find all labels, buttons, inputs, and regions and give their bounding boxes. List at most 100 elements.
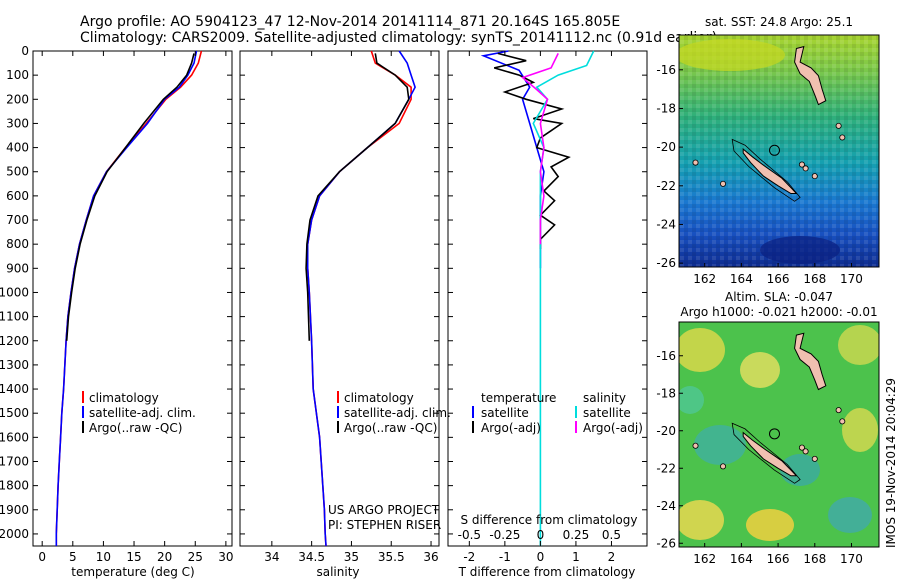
- sla-map-frame: [678, 321, 880, 548]
- x-tick-label: 20: [157, 550, 172, 564]
- x-top-tick-label: -0.25: [489, 528, 520, 542]
- difference-xlabel: T difference from climatology: [458, 565, 636, 579]
- difference-panel: [447, 50, 648, 547]
- vanuatu-landmass: [794, 332, 827, 391]
- legend-header-salinity: salinity: [583, 391, 626, 405]
- x-tick-label: 34.5: [298, 550, 325, 564]
- sla-blob: [740, 352, 780, 388]
- series-line: [521, 53, 559, 245]
- temperature-legend: climatology satellite-adj. clim. Argo(..…: [82, 391, 196, 435]
- map-y-tick-label: -22: [656, 179, 676, 193]
- map-y-tick-label: -16: [656, 63, 676, 77]
- x-top-tick-label: -0.5: [458, 528, 481, 542]
- map-x-tick-label: 162: [693, 552, 716, 566]
- sst-map: [679, 35, 879, 267]
- y-tick-label: 1900: [0, 503, 29, 517]
- map-y-tick-label: -26: [656, 256, 676, 270]
- island: [802, 165, 809, 172]
- sla-map: [679, 322, 879, 547]
- legend-label-argo: Argo(..raw -QC): [89, 421, 182, 435]
- x-tick-label: 2: [608, 550, 616, 564]
- difference-lines: [480, 50, 595, 546]
- map-y-tick-label: -24: [656, 499, 676, 513]
- y-tick-label: 1400: [0, 382, 29, 396]
- vanuatu-landmass: [794, 45, 827, 106]
- x-tick-label: 35: [344, 550, 359, 564]
- island: [720, 180, 727, 187]
- header-line-2: Climatology: CARS2009. Satellite-adjuste…: [80, 30, 717, 46]
- legend-label-climatology: climatology: [344, 391, 414, 405]
- reef-outline: [731, 138, 801, 202]
- x-tick-label: 30: [218, 550, 233, 564]
- y-tick-label: 1500: [0, 406, 29, 420]
- legend-label-satellite-adj: satellite-adj. clim.: [89, 406, 196, 420]
- y-tick-label: 2000: [0, 527, 29, 541]
- new-caledonia-landmass: [742, 431, 798, 477]
- new-caledonia-landmass: [742, 148, 798, 194]
- x-tick-label: 34: [264, 550, 279, 564]
- header-line-1: Argo profile: AO 5904123_47 12-Nov-2014 …: [80, 14, 620, 30]
- island: [811, 455, 818, 462]
- profile-location-marker: [769, 144, 781, 156]
- series-line: [493, 52, 571, 249]
- y-tick-label: 600: [6, 189, 29, 203]
- island: [798, 444, 805, 451]
- y-tick-label: 700: [6, 213, 29, 227]
- difference-legend: temperature salinity satellite Argo(-adj…: [472, 391, 643, 435]
- y-tick-label: 500: [6, 165, 29, 179]
- y-tick-label: 1600: [0, 430, 29, 444]
- legend-header-temperature: temperature: [481, 391, 556, 405]
- y-tick-label: 200: [6, 92, 29, 106]
- series-line: [305, 53, 410, 341]
- salinity-legend: climatology satellite-adj. clim. Argo(..…: [337, 391, 451, 435]
- y-tick-label: 1300: [0, 358, 29, 372]
- sst-coastlines: [692, 45, 846, 202]
- x-top-tick-label: 0: [537, 528, 545, 542]
- x-tick-label: 36: [423, 550, 438, 564]
- legend-label-satellite-adj: satellite-adj. clim.: [344, 406, 451, 420]
- sla-blob: [694, 425, 746, 465]
- x-tick-label: 0: [537, 550, 545, 564]
- map-x-tick-label: 162: [693, 272, 716, 286]
- map-y-tick-label: -24: [656, 217, 676, 231]
- y-tick-label: 300: [6, 116, 29, 130]
- footer-stamp: IMOS 19-Nov-2014 20:04:29: [884, 378, 898, 548]
- island: [835, 407, 842, 414]
- salinity-lines: [305, 50, 416, 547]
- x-tick-label: 10: [96, 550, 111, 564]
- x-top-tick-label: 0.25: [563, 528, 590, 542]
- map-x-tick-label: 164: [730, 552, 753, 566]
- temperature-xlabel: temperature (deg C): [71, 565, 194, 579]
- sla-coastlines: [692, 332, 846, 484]
- legend-label-t-satellite: satellite: [481, 406, 529, 420]
- x-top-tick-label: 0.5: [602, 528, 621, 542]
- sst-map-title: sat. SST: 24.8 Argo: 25.1: [705, 15, 853, 29]
- sst-map-frame: [678, 34, 880, 268]
- map-y-tick-label: -16: [656, 349, 676, 363]
- difference-xlabel-top: S difference from climatology: [461, 513, 638, 527]
- sla-blob: [780, 454, 820, 486]
- sla-blob: [838, 325, 879, 365]
- map-y-tick-label: -18: [656, 101, 676, 115]
- legend-label-argo: Argo(..raw -QC): [344, 421, 437, 435]
- reef-outline: [731, 422, 801, 484]
- y-tick-label: 400: [6, 141, 29, 155]
- y-tick-label: 100: [6, 68, 29, 82]
- series-line: [306, 50, 416, 547]
- island: [811, 173, 818, 180]
- y-tick-label: 0: [21, 44, 29, 58]
- legend-label-climatology: climatology: [89, 391, 159, 405]
- island: [802, 448, 809, 455]
- map-x-tick-label: 170: [840, 272, 863, 286]
- map-x-tick-label: 168: [803, 272, 826, 286]
- sla-blob: [679, 386, 704, 414]
- y-tick-label: 800: [6, 237, 29, 251]
- temperature-panel: [32, 50, 233, 547]
- series-line: [65, 53, 195, 341]
- project-annotation: US ARGO PROJECT: [328, 503, 440, 517]
- temperature-lines: [55, 50, 203, 546]
- island: [839, 134, 846, 141]
- map-y-tick-label: -26: [656, 536, 676, 550]
- map-y-tick-label: -18: [656, 386, 676, 400]
